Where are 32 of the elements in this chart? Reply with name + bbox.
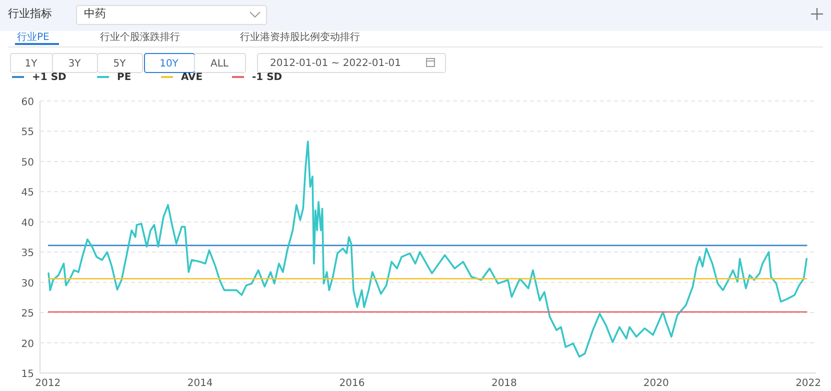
text: 10Y (160, 58, 180, 70)
x-tick-label: 2014 (187, 378, 213, 389)
x-tick-label: 2018 (491, 378, 517, 389)
x-tick-label: 2012 (35, 378, 61, 389)
y-tick-label: 40 (21, 218, 34, 229)
y-tick-label: 35 (21, 248, 34, 260)
y-tick-label: 25 (21, 308, 34, 320)
text: 5Y (113, 58, 127, 70)
legend-label: PE (117, 72, 132, 83)
x-tick-label: 2016 (339, 378, 365, 389)
y-tick-label: 60 (21, 97, 34, 108)
text: 行业个股涨跌排行 (100, 31, 180, 43)
y-tick-label: 45 (21, 188, 34, 199)
text: 2012-01-01 ~ 2022-01-01 (270, 58, 401, 69)
text: ALL (210, 58, 229, 70)
y-tick-label: 50 (21, 157, 34, 168)
text: 行业PE (17, 31, 50, 43)
text: 行业港资持股比例变动排行 (240, 31, 360, 43)
legend-label: AVE (181, 72, 203, 83)
y-tick-label: 20 (21, 338, 34, 350)
text: 1Y (24, 58, 38, 70)
text: 行业指标 (8, 7, 52, 20)
legend-label: +1 SD (32, 72, 66, 83)
text: 3Y (68, 58, 82, 70)
line-series (48, 140, 808, 358)
legend-label: -1 SD (252, 72, 282, 83)
text: 中药 (84, 7, 106, 20)
y-tick-label: 15 (21, 369, 34, 380)
x-tick-label: 2022 (796, 378, 822, 389)
x-tick-label: 2020 (643, 378, 669, 389)
y-tick-label: 55 (21, 127, 34, 138)
y-tick-label: 30 (21, 278, 34, 290)
